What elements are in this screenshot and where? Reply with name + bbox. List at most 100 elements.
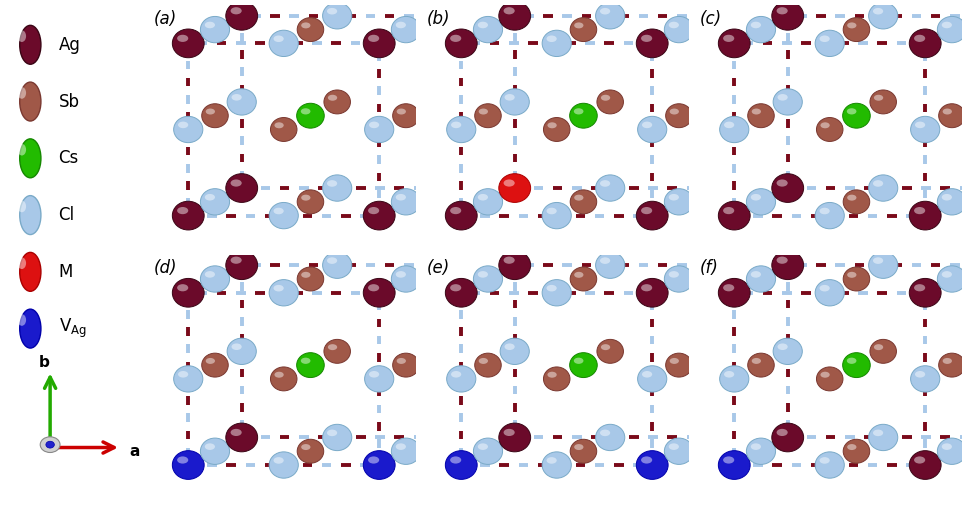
Text: Ag: Ag (58, 36, 81, 54)
Ellipse shape (500, 338, 529, 364)
Ellipse shape (968, 94, 975, 101)
Ellipse shape (669, 271, 679, 278)
Ellipse shape (499, 423, 530, 452)
Ellipse shape (450, 457, 461, 464)
Ellipse shape (397, 358, 406, 364)
Ellipse shape (574, 108, 583, 115)
Ellipse shape (939, 104, 965, 128)
Ellipse shape (18, 31, 26, 42)
Ellipse shape (274, 457, 284, 464)
Ellipse shape (226, 423, 257, 452)
Ellipse shape (669, 443, 679, 450)
Ellipse shape (596, 252, 625, 278)
Ellipse shape (669, 194, 679, 201)
Ellipse shape (364, 278, 395, 307)
Ellipse shape (177, 207, 188, 214)
Ellipse shape (664, 266, 693, 292)
Ellipse shape (642, 371, 652, 378)
Ellipse shape (503, 180, 515, 187)
Ellipse shape (869, 175, 898, 201)
Ellipse shape (173, 201, 204, 230)
Ellipse shape (368, 457, 379, 464)
Ellipse shape (202, 104, 228, 128)
Ellipse shape (773, 338, 802, 364)
Ellipse shape (328, 95, 337, 101)
Ellipse shape (297, 267, 324, 291)
Ellipse shape (269, 279, 298, 306)
Text: (a): (a) (154, 10, 177, 28)
Ellipse shape (503, 7, 515, 14)
Ellipse shape (226, 2, 257, 30)
Ellipse shape (230, 257, 242, 264)
Ellipse shape (574, 22, 583, 29)
Ellipse shape (695, 344, 706, 350)
Ellipse shape (937, 189, 966, 215)
Ellipse shape (723, 457, 734, 464)
Ellipse shape (752, 108, 760, 115)
Ellipse shape (474, 438, 502, 464)
Ellipse shape (327, 180, 337, 187)
Ellipse shape (873, 180, 883, 187)
Ellipse shape (689, 2, 722, 30)
Ellipse shape (777, 344, 788, 350)
Ellipse shape (869, 252, 898, 278)
Ellipse shape (173, 29, 204, 58)
Ellipse shape (939, 353, 965, 377)
Ellipse shape (547, 372, 557, 378)
Ellipse shape (391, 266, 420, 292)
Ellipse shape (323, 252, 352, 278)
Ellipse shape (666, 353, 692, 377)
Ellipse shape (543, 367, 570, 391)
Ellipse shape (915, 371, 925, 378)
Ellipse shape (816, 118, 843, 142)
Ellipse shape (365, 117, 394, 143)
Ellipse shape (596, 425, 625, 450)
Ellipse shape (20, 195, 41, 235)
Ellipse shape (20, 25, 41, 64)
Ellipse shape (962, 2, 975, 30)
Text: (e): (e) (427, 259, 450, 277)
Ellipse shape (297, 190, 324, 214)
Ellipse shape (205, 22, 214, 29)
Ellipse shape (869, 3, 898, 29)
Ellipse shape (206, 108, 214, 115)
Ellipse shape (664, 16, 693, 43)
Ellipse shape (914, 207, 925, 214)
Ellipse shape (500, 89, 529, 115)
Ellipse shape (274, 285, 284, 292)
Ellipse shape (177, 35, 188, 42)
Ellipse shape (364, 450, 395, 479)
Text: Cs: Cs (58, 149, 79, 167)
Ellipse shape (364, 201, 395, 230)
Ellipse shape (422, 94, 433, 101)
Ellipse shape (691, 338, 721, 364)
Ellipse shape (820, 457, 830, 464)
Ellipse shape (776, 257, 788, 264)
Ellipse shape (747, 266, 775, 292)
Ellipse shape (574, 358, 583, 364)
Ellipse shape (569, 103, 598, 128)
Ellipse shape (40, 437, 60, 453)
Ellipse shape (174, 117, 203, 143)
Ellipse shape (937, 438, 966, 464)
Ellipse shape (694, 429, 706, 436)
Ellipse shape (201, 16, 229, 43)
Ellipse shape (664, 189, 693, 215)
Ellipse shape (720, 366, 749, 392)
Ellipse shape (874, 344, 883, 350)
Ellipse shape (18, 314, 26, 326)
Ellipse shape (368, 207, 379, 214)
Ellipse shape (421, 429, 433, 436)
Ellipse shape (451, 122, 461, 128)
Ellipse shape (596, 175, 625, 201)
Text: b: b (39, 354, 50, 370)
Ellipse shape (943, 358, 952, 364)
Ellipse shape (547, 122, 557, 128)
Ellipse shape (18, 144, 26, 156)
Ellipse shape (772, 2, 803, 30)
Ellipse shape (205, 194, 214, 201)
Ellipse shape (421, 7, 433, 14)
Ellipse shape (751, 22, 760, 29)
Ellipse shape (542, 452, 571, 478)
Ellipse shape (637, 278, 668, 307)
